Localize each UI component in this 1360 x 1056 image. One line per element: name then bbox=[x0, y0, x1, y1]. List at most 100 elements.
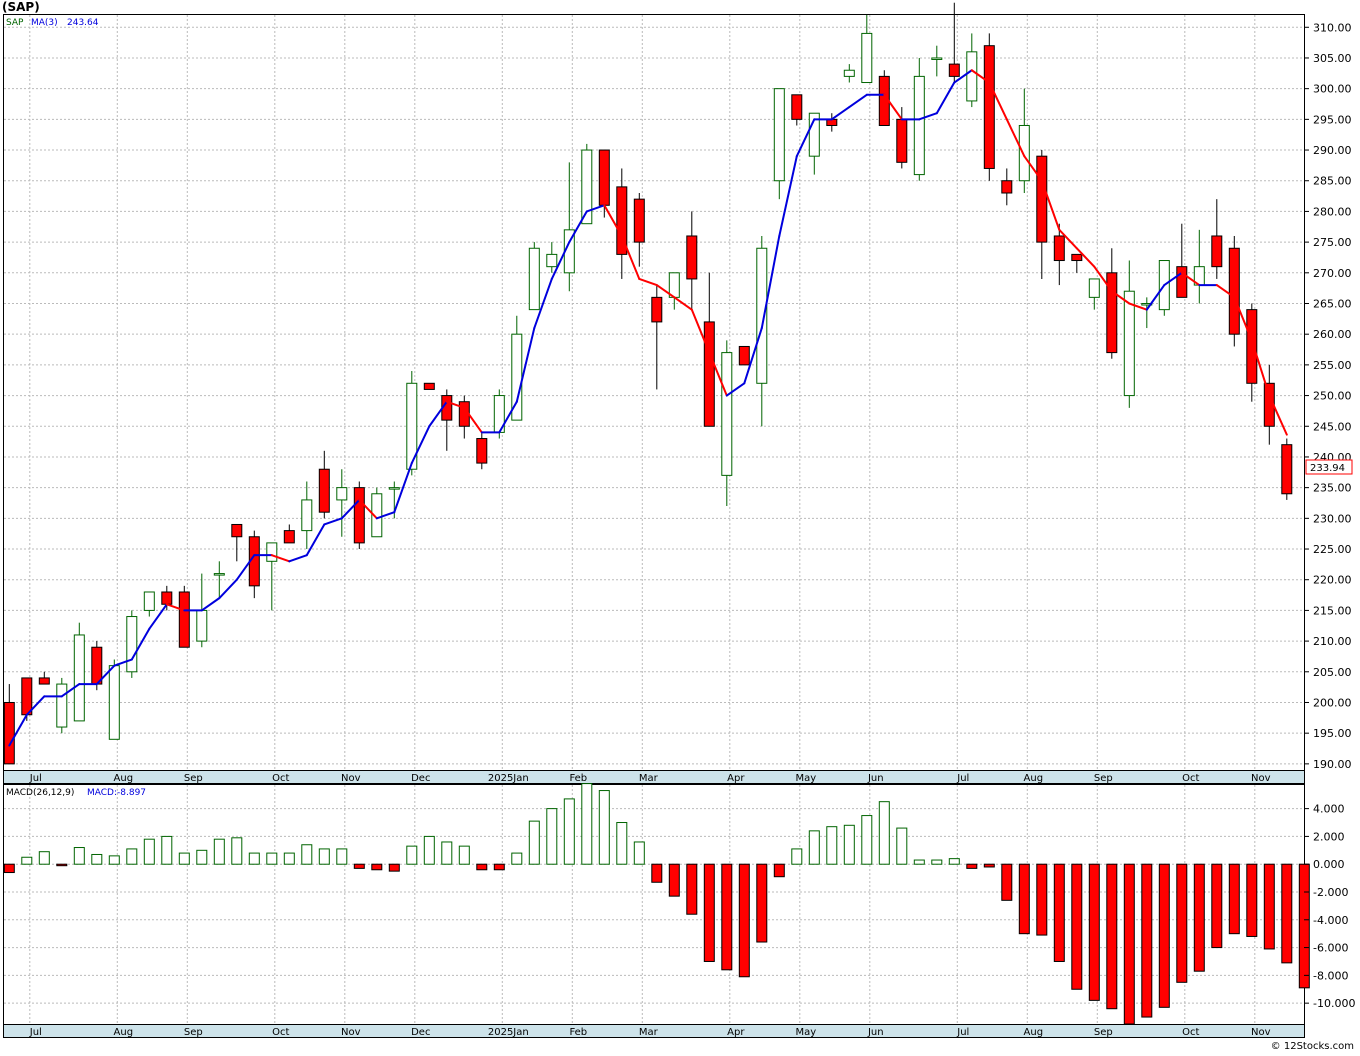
macd-bar-positive bbox=[196, 849, 208, 865]
macd-bar-negative bbox=[1088, 863, 1100, 1001]
macd-bar-negative bbox=[1263, 863, 1275, 950]
macd-month-axis bbox=[3, 1024, 1305, 1038]
macd-bar-positive bbox=[406, 845, 418, 865]
macd-bar-positive bbox=[878, 801, 890, 865]
price-tick-label: 190.00 bbox=[1313, 758, 1352, 771]
chart-title: (SAP) bbox=[2, 0, 40, 14]
candle-up bbox=[861, 32, 873, 84]
macd-bar-positive bbox=[616, 822, 628, 865]
price-grid bbox=[4, 15, 1304, 770]
price-tick-label: 225.00 bbox=[1313, 543, 1352, 556]
price-candles bbox=[3, 2, 1293, 765]
candle-down bbox=[1246, 309, 1258, 384]
macd-bar-negative bbox=[721, 863, 733, 971]
macd-bar-positive bbox=[178, 852, 190, 865]
ma-segment bbox=[883, 93, 903, 121]
price-month-label: Nov bbox=[1251, 773, 1271, 784]
price-tick-label: 300.00 bbox=[1313, 83, 1352, 96]
ma-segment bbox=[8, 713, 28, 747]
macd-tick-label: 4.000 bbox=[1313, 803, 1345, 816]
price-tick-label: 285.00 bbox=[1313, 175, 1352, 188]
ma-segment bbox=[1040, 179, 1061, 231]
macd-bar-positive bbox=[231, 837, 243, 865]
ma-segment bbox=[375, 511, 396, 520]
macd-legend-value: MACD:-8.897 bbox=[87, 788, 146, 798]
candle-down bbox=[1211, 235, 1223, 268]
candle-up bbox=[843, 69, 855, 77]
ma-segment bbox=[760, 234, 781, 330]
macd-bar-positive bbox=[458, 845, 470, 865]
macd-bar-positive bbox=[423, 835, 435, 865]
macd-bar-negative bbox=[1246, 863, 1258, 937]
ma-segment bbox=[288, 554, 308, 563]
ma-segment bbox=[848, 93, 868, 109]
macd-bar-negative bbox=[1106, 863, 1118, 1010]
macd-month-label: Nov bbox=[1251, 1027, 1271, 1038]
ma-segment bbox=[1250, 339, 1271, 397]
candle-up bbox=[406, 382, 418, 470]
ma-segment bbox=[1163, 271, 1183, 287]
macd-bar-negative bbox=[966, 863, 978, 869]
ma-segment bbox=[148, 603, 168, 630]
last-price-label: 233.94 bbox=[1310, 463, 1345, 474]
ma-segment bbox=[305, 523, 326, 557]
ma-segment bbox=[1233, 296, 1253, 342]
macd-bar-negative bbox=[56, 863, 68, 867]
macd-bar-positive bbox=[318, 848, 330, 865]
macd-month-label: Aug bbox=[1024, 1027, 1044, 1038]
candle-up bbox=[371, 493, 383, 538]
price-panel bbox=[3, 14, 1305, 771]
macd-bar-positive bbox=[931, 859, 943, 865]
price-tick-label: 255.00 bbox=[1313, 359, 1352, 372]
candle-down bbox=[1001, 180, 1013, 194]
candle-down bbox=[476, 438, 488, 464]
candle-down bbox=[598, 149, 610, 206]
price-tick-label: 205.00 bbox=[1313, 666, 1352, 679]
ma-segment bbox=[1110, 290, 1131, 305]
ma-segment bbox=[235, 554, 256, 581]
macd-bar-positive bbox=[861, 815, 873, 865]
macd-bar-positive bbox=[91, 853, 103, 865]
ma-segment bbox=[725, 382, 746, 397]
ma-segment bbox=[620, 234, 641, 280]
candle-down bbox=[38, 677, 50, 685]
ma-segment bbox=[655, 284, 676, 299]
price-tick-label: 305.00 bbox=[1313, 52, 1352, 65]
candle-up bbox=[528, 247, 540, 311]
ma-segment bbox=[515, 327, 536, 403]
candle-down bbox=[948, 63, 960, 77]
candle-down bbox=[318, 468, 330, 513]
macd-bar-positive bbox=[38, 851, 50, 865]
macd-bar-negative bbox=[773, 863, 785, 878]
ma-segment bbox=[1268, 394, 1288, 436]
macd-month-label: May bbox=[795, 1027, 816, 1038]
ma-segment bbox=[130, 627, 151, 661]
macd-bar-negative bbox=[3, 863, 15, 874]
macd-bar-positive bbox=[161, 835, 173, 865]
ma-segment bbox=[988, 81, 1008, 121]
price-tick-label: 310.00 bbox=[1313, 21, 1352, 34]
ma-segment bbox=[393, 462, 413, 514]
price-month-label: Nov bbox=[341, 773, 361, 784]
ma-segment bbox=[218, 578, 238, 600]
candle-up bbox=[1123, 290, 1135, 397]
candle-down bbox=[686, 235, 698, 280]
price-month-label: Oct bbox=[1182, 773, 1199, 784]
ma-segment bbox=[1145, 284, 1166, 311]
candle-up bbox=[721, 352, 733, 476]
macd-bar-negative bbox=[1141, 863, 1153, 1018]
credit-text: © 12Stocks.com bbox=[1270, 1041, 1354, 1052]
candle-up bbox=[931, 57, 943, 60]
price-month-label: Oct bbox=[272, 773, 289, 784]
macd-bar-negative bbox=[756, 863, 768, 943]
candle-down bbox=[231, 523, 243, 538]
macd-bar-negative bbox=[1071, 863, 1083, 990]
ma-segment bbox=[970, 69, 991, 84]
candle-down bbox=[161, 591, 173, 605]
macd-month-label: Dec bbox=[411, 1027, 430, 1038]
ma-segment bbox=[165, 603, 186, 612]
ma-segment bbox=[1180, 271, 1201, 287]
price-legend-symbol: SAP bbox=[6, 18, 24, 28]
macd-bar-positive bbox=[126, 848, 138, 865]
price-month-label: Jul bbox=[956, 773, 969, 784]
